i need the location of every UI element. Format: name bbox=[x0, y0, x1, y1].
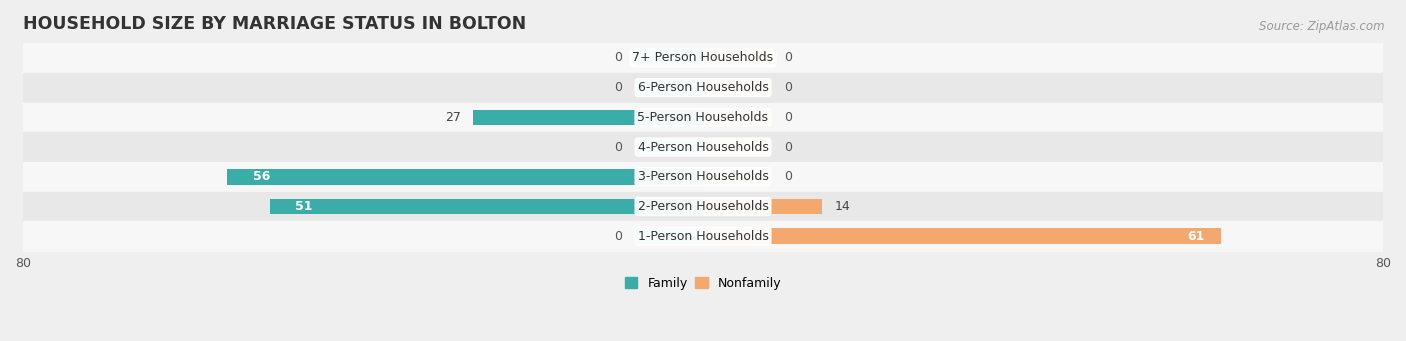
Bar bbox=[22, 103, 1384, 132]
Bar bbox=[22, 162, 1384, 192]
Text: 7+ Person Households: 7+ Person Households bbox=[633, 51, 773, 64]
Text: 61: 61 bbox=[1187, 230, 1205, 243]
Text: 5-Person Households: 5-Person Households bbox=[637, 111, 769, 124]
Text: 3-Person Households: 3-Person Households bbox=[637, 170, 769, 183]
Bar bbox=[474, 110, 703, 125]
Text: 0: 0 bbox=[783, 51, 792, 64]
Text: 0: 0 bbox=[614, 81, 623, 94]
Text: 56: 56 bbox=[253, 170, 270, 183]
Bar bbox=[703, 110, 770, 125]
Text: 0: 0 bbox=[783, 111, 792, 124]
Bar bbox=[270, 199, 703, 214]
Text: 51: 51 bbox=[295, 200, 312, 213]
Text: 6-Person Households: 6-Person Households bbox=[637, 81, 769, 94]
Text: Source: ZipAtlas.com: Source: ZipAtlas.com bbox=[1260, 20, 1385, 33]
Bar bbox=[22, 132, 1384, 162]
Text: 0: 0 bbox=[614, 140, 623, 153]
Bar bbox=[22, 221, 1384, 251]
Text: 27: 27 bbox=[444, 111, 461, 124]
Bar bbox=[636, 50, 703, 66]
Bar bbox=[636, 80, 703, 95]
Text: HOUSEHOLD SIZE BY MARRIAGE STATUS IN BOLTON: HOUSEHOLD SIZE BY MARRIAGE STATUS IN BOL… bbox=[22, 15, 526, 33]
Bar bbox=[636, 228, 703, 244]
Bar bbox=[703, 169, 770, 184]
Text: 2-Person Households: 2-Person Households bbox=[637, 200, 769, 213]
Legend: Family, Nonfamily: Family, Nonfamily bbox=[620, 272, 786, 295]
Text: 0: 0 bbox=[614, 230, 623, 243]
Text: 0: 0 bbox=[783, 170, 792, 183]
Text: 4-Person Households: 4-Person Households bbox=[637, 140, 769, 153]
Bar bbox=[703, 80, 770, 95]
Bar bbox=[22, 192, 1384, 221]
Text: 0: 0 bbox=[783, 140, 792, 153]
Bar bbox=[703, 50, 770, 66]
Bar bbox=[22, 73, 1384, 103]
Bar bbox=[703, 139, 770, 155]
Bar bbox=[703, 199, 823, 214]
Text: 14: 14 bbox=[835, 200, 851, 213]
Text: 1-Person Households: 1-Person Households bbox=[637, 230, 769, 243]
Bar bbox=[22, 43, 1384, 73]
Bar bbox=[636, 139, 703, 155]
Bar bbox=[226, 169, 703, 184]
Bar bbox=[703, 228, 1222, 244]
Text: 0: 0 bbox=[783, 81, 792, 94]
Text: 0: 0 bbox=[614, 51, 623, 64]
